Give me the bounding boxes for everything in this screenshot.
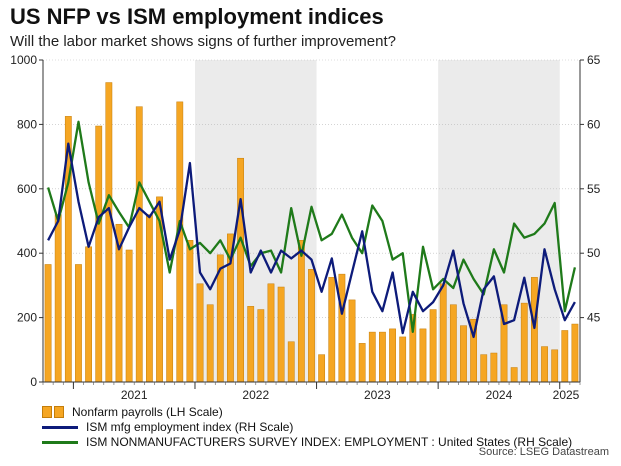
nfp-bar xyxy=(368,331,376,383)
nfp-bar xyxy=(105,82,113,383)
nfp-bar xyxy=(247,306,255,383)
nfp-bar xyxy=(389,328,396,383)
nfp-bar xyxy=(44,264,52,383)
right-axis-label: 50 xyxy=(587,246,601,260)
legend-label-nonmfg: ISM NONMANUFACTURERS SURVEY INDEX: EMPLO… xyxy=(86,435,573,449)
x-year-label: 2021 xyxy=(121,388,148,402)
nfp-bar xyxy=(379,331,386,383)
nfp-bar xyxy=(399,336,407,383)
nfp-bar xyxy=(125,249,133,383)
nfp-bar xyxy=(541,346,548,383)
nfp-bar xyxy=(277,286,285,383)
nfp-bar xyxy=(551,349,559,383)
left-axis-label: 1000 xyxy=(10,53,37,67)
right-axis-label: 65 xyxy=(587,53,601,67)
nfp-bar xyxy=(328,277,336,383)
left-axis-label: 200 xyxy=(17,311,37,325)
nfp-bar xyxy=(308,269,315,383)
left-axis-label: 600 xyxy=(17,182,37,196)
legend-swatch-nfp-bar xyxy=(42,406,52,418)
nonmfg-employment-line xyxy=(46,120,577,333)
nfp-bar xyxy=(419,328,427,383)
nfp-bar xyxy=(267,283,275,383)
source-note: Source: LSEG Datastream xyxy=(478,446,609,458)
right-axis-label: 45 xyxy=(587,311,601,325)
legend-swatch-nfp-bar-2 xyxy=(54,406,64,418)
x-year-label: 2023 xyxy=(364,388,391,402)
x-year-label: 2025 xyxy=(553,388,580,402)
nfp-bar xyxy=(196,283,204,383)
nfp-bar xyxy=(145,214,153,383)
nfp-bar xyxy=(531,277,538,383)
nfp-bar xyxy=(520,302,528,383)
nfp-bar xyxy=(297,240,305,383)
nfp-bar xyxy=(561,330,569,383)
nfp-bar xyxy=(460,325,467,383)
legend-swatch-mfg xyxy=(42,425,78,429)
legend-item-nonmfg: ISM NONMANUFACTURERS SURVEY INDEX: EMPLO… xyxy=(42,435,572,449)
nfp-bar xyxy=(338,273,346,383)
nfp-bar xyxy=(287,341,295,383)
nfp-bar xyxy=(571,323,579,383)
x-year-label: 2022 xyxy=(242,388,269,402)
legend-swatch-nonmfg xyxy=(42,440,78,444)
left-axis-label: 400 xyxy=(17,246,37,260)
left-axis-label: 0 xyxy=(30,375,37,389)
chart-subtitle: Will the labor market shows signs of fur… xyxy=(10,33,396,50)
nfp-bar xyxy=(318,354,326,383)
x-year-label: 2024 xyxy=(486,388,513,402)
year-shade-band xyxy=(438,60,560,382)
mfg-employment-line xyxy=(47,142,576,339)
chart-title: US NFP vs ISM employment indices xyxy=(10,4,384,29)
legend-item-mfg: ISM mfg employment index (RH Scale) xyxy=(42,420,293,434)
right-axis-label: 60 xyxy=(587,117,601,131)
legend-label-nfp: Nonfarm payrolls (LH Scale) xyxy=(72,405,223,419)
nfp-bar xyxy=(95,125,103,383)
nfp-bar xyxy=(85,246,92,383)
nfp-bar xyxy=(429,309,437,383)
nfp-bar xyxy=(510,367,518,383)
nfp-bar xyxy=(54,214,62,383)
left-axis-label: 800 xyxy=(17,117,37,131)
nfp-bar xyxy=(480,354,488,383)
nfp-bar xyxy=(75,264,82,383)
nfp-bar xyxy=(490,352,498,383)
year-shade-band xyxy=(194,60,317,382)
nfp-bar xyxy=(348,299,356,383)
nfp-bar xyxy=(257,309,265,383)
nfp-bar xyxy=(176,101,184,383)
nfp-bar xyxy=(135,106,143,383)
nfp-bar xyxy=(439,283,447,383)
nfp-bar xyxy=(166,309,174,383)
legend-item-nfp: Nonfarm payrolls (LH Scale) xyxy=(42,405,223,419)
nfp-bar xyxy=(206,304,214,383)
nfp-bar xyxy=(186,240,194,383)
nfp-bar xyxy=(237,157,244,383)
legend-label-mfg: ISM mfg employment index (RH Scale) xyxy=(86,420,294,434)
right-axis-label: 55 xyxy=(587,182,601,196)
nfp-bar xyxy=(449,304,457,383)
nfp-bar xyxy=(358,343,366,383)
